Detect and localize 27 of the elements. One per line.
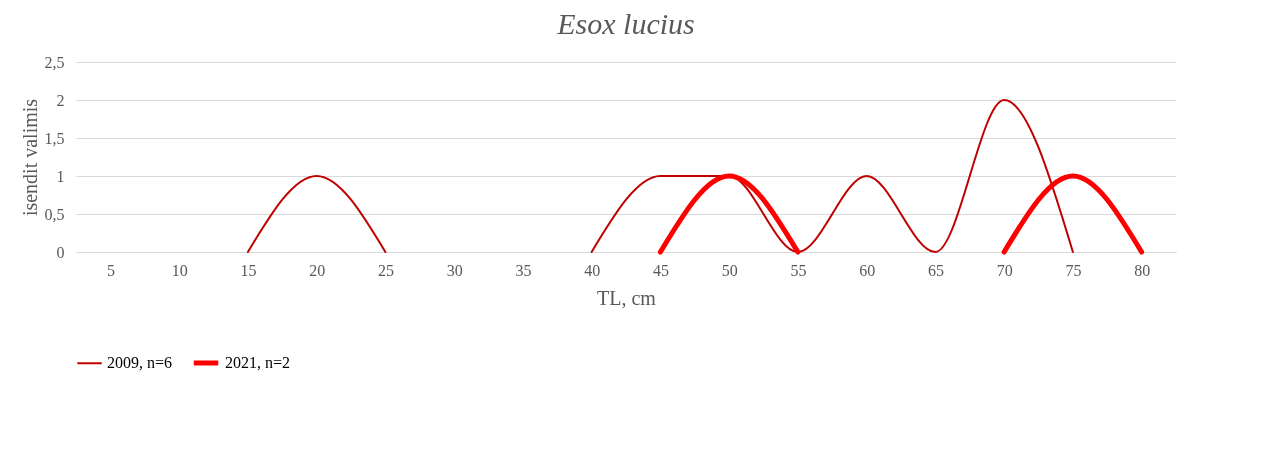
y-tick-label: 2	[56, 91, 65, 109]
x-tick-label: 10	[171, 261, 188, 279]
legend-label: 2009, n=6	[107, 354, 173, 372]
x-tick-label: 15	[240, 261, 257, 279]
x-tick-label: 45	[652, 261, 669, 279]
x-tick-label: 75	[1065, 261, 1082, 279]
x-tick-label: 35	[515, 261, 532, 279]
x-tick-label: 50	[721, 261, 738, 279]
legend-label: 2021, n=2	[225, 354, 291, 371]
y-tick-label: 0	[56, 243, 65, 261]
y-tick-label: 1,5	[44, 129, 65, 147]
y-tick-label: 2,5	[44, 53, 65, 71]
x-tick-label: 55	[790, 261, 807, 279]
x-tick-label: 60	[859, 261, 876, 279]
x-tick-label: 5	[106, 261, 115, 279]
x-tick-label: 30	[446, 261, 463, 279]
x-tick-label: 20	[309, 261, 326, 279]
x-tick-label: 80	[1134, 261, 1151, 279]
x-tick-label: 40	[584, 261, 601, 279]
x-axis-title: TL, cm	[597, 286, 657, 309]
chart-title: Esox lucius	[556, 7, 695, 40]
y-tick-label: 1	[56, 167, 65, 185]
x-tick-label: 25	[377, 261, 394, 279]
y-tick-label: 0,5	[44, 205, 65, 223]
x-tick-label: 70	[996, 261, 1013, 279]
x-tick-label: 65	[927, 261, 944, 279]
y-axis-title: isendit valimis	[18, 98, 41, 217]
